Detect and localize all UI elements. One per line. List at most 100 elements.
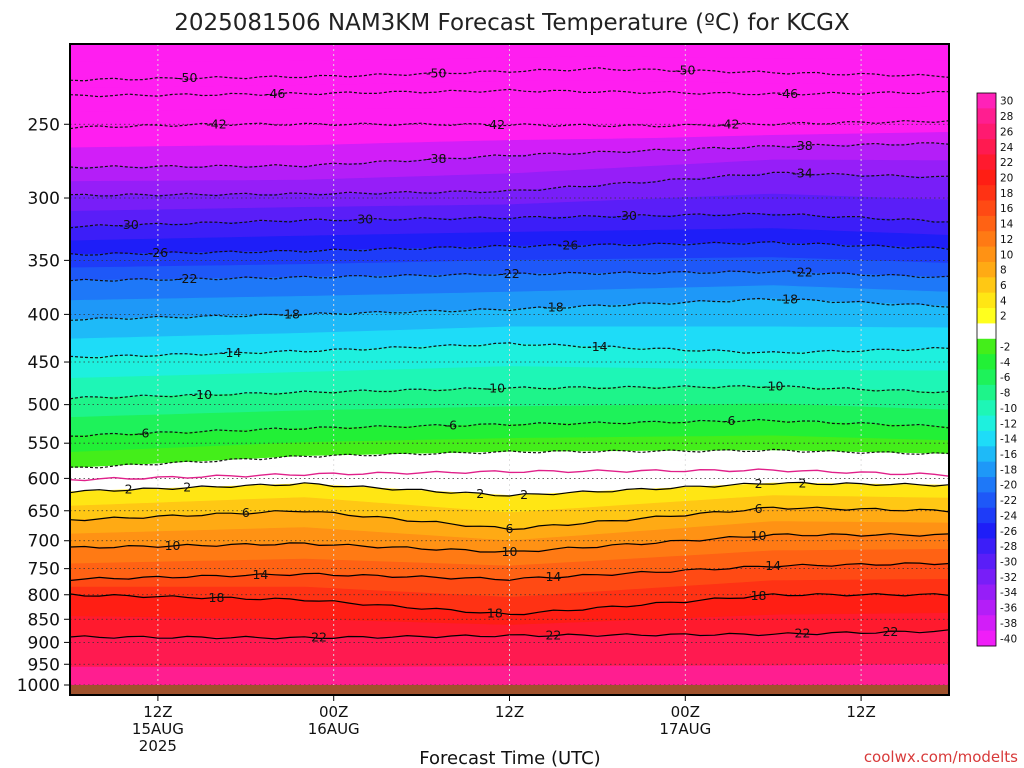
isotherm-18 (70, 592, 949, 616)
legend-label: 6 (1000, 280, 1007, 292)
isotherm-22 (70, 629, 949, 640)
legend-swatch (977, 246, 996, 263)
isotherm-label: 14 (765, 558, 781, 573)
isotherm-label: -30 (118, 217, 138, 232)
legend-label: 14 (1000, 219, 1014, 231)
isotherm-label: 18 (209, 590, 225, 605)
isotherm--10 (70, 385, 949, 400)
legend-swatch (977, 599, 996, 616)
isotherm-label: -18 (778, 292, 798, 307)
legend-label: -20 (1000, 480, 1017, 492)
legend-swatch (977, 523, 996, 539)
legend-swatch (977, 630, 996, 647)
legend-label: 10 (1000, 249, 1013, 261)
y-tick-label: 850 (28, 610, 60, 630)
legend-swatch (977, 461, 996, 478)
legend-label: 30 (1000, 96, 1013, 108)
legend-label: -6 (1000, 372, 1011, 384)
legend-label: -8 (1000, 388, 1010, 400)
x-tick-label: 12Z (143, 703, 172, 721)
isotherm-label: -10 (192, 387, 212, 402)
legend-swatch (977, 200, 996, 217)
isotherm-label: -6 (723, 413, 736, 428)
legend-label: -40 (1000, 633, 1017, 645)
legend-swatch (977, 308, 996, 324)
legend-swatch (977, 154, 996, 171)
legend-swatch (977, 338, 996, 355)
legend-swatch (977, 231, 996, 248)
isotherm-label: 2 (183, 480, 191, 495)
isotherm--30 (70, 212, 949, 229)
y-tick-label: 250 (28, 115, 60, 135)
ground-fill (70, 685, 949, 695)
x-tick-label: 00Z (319, 703, 348, 721)
isotherm-label: -30 (616, 208, 636, 223)
legend-frame (976, 92, 997, 647)
plot-area: -50 -50 -50-46 -46-42 -42 -42-38-38-34-30 -30-… (69, 43, 950, 696)
isotherm-label: 2 (799, 475, 807, 490)
legend-label: 24 (1000, 142, 1014, 154)
y-tick-label: 950 (28, 655, 60, 675)
isotherm-label: -50 (675, 63, 695, 78)
credit-link[interactable]: coolwx.com/modelts (864, 748, 1018, 766)
legend-label: -18 (1000, 464, 1017, 476)
isotherm-label: -22 (177, 271, 197, 286)
legend-swatch (977, 400, 996, 416)
legend-label: -32 (1000, 572, 1017, 584)
isotherm-label: -22 (792, 265, 812, 280)
legend-label: 8 (1000, 265, 1007, 277)
legend-label: 12 (1000, 234, 1013, 246)
legend-swatch (977, 139, 996, 155)
legend-label: -26 (1000, 526, 1017, 538)
legend-swatch (977, 93, 996, 109)
isotherm-label: -38 (792, 138, 812, 153)
y-tick-label: 500 (28, 396, 60, 416)
legend-swatch (977, 415, 996, 432)
isotherm-label: 2 (520, 487, 528, 502)
isotherm-label: -42 (719, 117, 739, 132)
y-tick-label: 400 (28, 305, 60, 325)
isotherm-0 (70, 468, 949, 482)
isotherm--6 (70, 418, 949, 438)
y-tick-label: 900 (28, 633, 60, 653)
isotherm-14 (70, 562, 949, 582)
isotherm-label: -38 (426, 151, 446, 166)
isotherm-label: 6 (755, 501, 763, 516)
isotherm-label: 10 (502, 544, 518, 559)
legend-swatch (977, 369, 996, 386)
color-legend: 30 28 26 24 22 20 18 16 14 12 10 8 6 4 2 -2 -4 -6 -8 -10 -12… (976, 92, 1017, 647)
x-tick-label: 12Z (495, 703, 524, 721)
legend-label: -12 (1000, 418, 1017, 430)
isotherm-6 (70, 506, 949, 531)
isotherm-label: 2 (755, 476, 763, 491)
legend-label: -16 (1000, 449, 1017, 461)
legend-swatch (977, 553, 996, 570)
isotherm--22 (70, 270, 949, 282)
isotherm-label: -34 (792, 166, 812, 181)
grid (70, 44, 949, 695)
pressure-axis: 250 300 350 400 450 500 550 600 650 700 750 800 850 9… (17, 115, 70, 696)
legend-swatch (977, 584, 996, 601)
x-axis-label: Forecast Time (UTC) (419, 748, 600, 768)
isotherm--34 (70, 171, 949, 197)
y-tick-label: 800 (28, 586, 60, 606)
legend-label: -34 (1000, 587, 1017, 599)
isotherm-2 (70, 481, 949, 497)
isotherm--42 (70, 119, 949, 130)
legend-swatch (977, 492, 996, 509)
legend-label: -2 (1000, 341, 1010, 353)
isotherm-label: 22 (311, 630, 327, 645)
legend-label: 26 (1000, 126, 1014, 138)
isotherm-label: -22 (499, 266, 519, 281)
legend-swatch (977, 169, 996, 186)
y-tick-label: 550 (28, 434, 60, 454)
x-tick-label: 15AUG (132, 720, 184, 738)
isotherm-label: 14 (545, 569, 561, 584)
legend-label: -4 (1000, 357, 1011, 369)
isotherm--14 (70, 342, 949, 359)
legend-swatch (977, 277, 996, 294)
isotherm-label: 18 (487, 605, 503, 620)
legend-swatch (977, 384, 996, 401)
legend-label: 18 (1000, 188, 1013, 200)
